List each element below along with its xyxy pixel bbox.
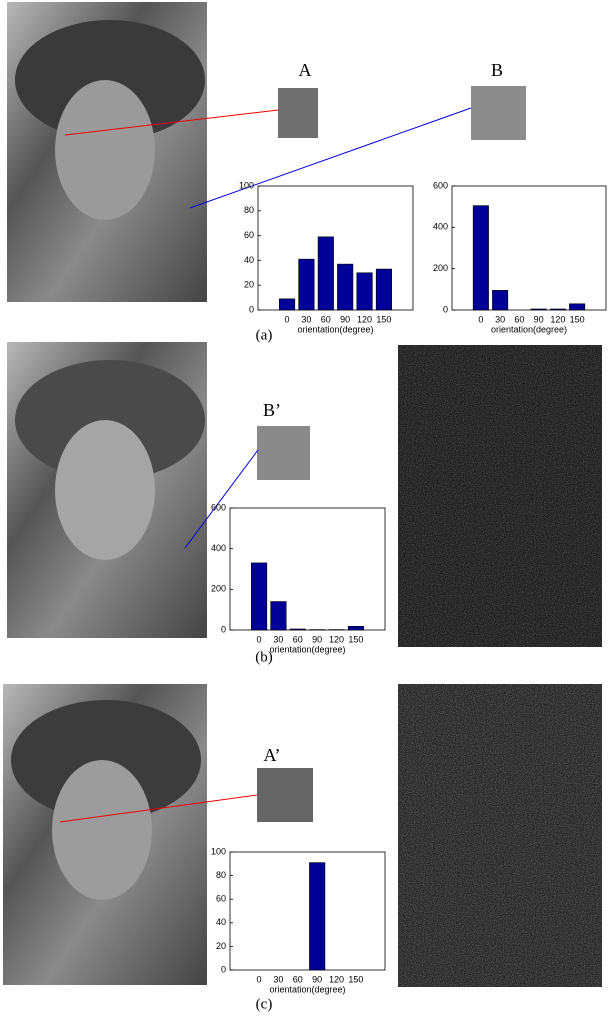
bar <box>290 629 306 630</box>
y-tick-label: 400 <box>433 222 448 232</box>
x-tick-label: 120 <box>357 314 372 324</box>
y-tick-label: 0 <box>221 964 226 974</box>
bar <box>531 309 546 310</box>
y-tick-label: 200 <box>433 263 448 273</box>
photo-a <box>7 2 207 302</box>
x-axis-title: orientation(degree) <box>297 324 373 334</box>
photo-b <box>7 342 207 638</box>
patch-a-prime <box>257 768 313 822</box>
patch-label: A’ <box>264 745 281 765</box>
bar <box>569 304 584 310</box>
y-tick-label: 100 <box>239 180 254 190</box>
y-tick-label: 40 <box>244 255 254 265</box>
caption: (c) <box>256 996 273 1012</box>
x-tick-label: 0 <box>285 314 290 324</box>
bar <box>348 626 364 630</box>
x-tick-label: 90 <box>312 634 322 644</box>
x-tick-label: 90 <box>534 314 544 324</box>
bar <box>299 259 315 310</box>
x-tick-label: 60 <box>293 634 303 644</box>
bar <box>309 863 325 970</box>
bar <box>251 563 267 630</box>
y-tick-label: 80 <box>244 205 254 215</box>
bar <box>271 602 287 630</box>
y-tick-label: 40 <box>216 917 226 927</box>
x-tick-label: 150 <box>348 634 363 644</box>
patch-label: A <box>299 60 312 80</box>
x-tick-label: 150 <box>570 314 585 324</box>
patch-b-prime <box>257 426 310 480</box>
y-tick-label: 80 <box>216 870 226 880</box>
x-axis-title: orientation(degree) <box>491 324 567 334</box>
x-tick-label: 120 <box>550 314 565 324</box>
photo-c <box>3 684 207 985</box>
x-tick-label: 30 <box>301 314 311 324</box>
y-tick-label: 600 <box>433 180 448 190</box>
x-tick-label: 120 <box>329 634 344 644</box>
x-axis-title: orientation(degree) <box>269 984 345 994</box>
bar <box>337 264 353 310</box>
x-tick-label: 0 <box>478 314 483 324</box>
x-tick-label: 30 <box>273 974 283 984</box>
x-tick-label: 30 <box>273 634 283 644</box>
y-tick-label: 60 <box>216 894 226 904</box>
x-tick-label: 60 <box>293 974 303 984</box>
bar <box>318 237 334 310</box>
y-tick-label: 0 <box>443 304 448 314</box>
y-tick-label: 20 <box>244 280 254 290</box>
y-tick-label: 200 <box>211 584 226 594</box>
bar <box>550 309 565 310</box>
x-tick-label: 150 <box>348 974 363 984</box>
y-tick-label: 0 <box>249 304 254 314</box>
x-tick-label: 0 <box>257 634 262 644</box>
y-tick-label: 400 <box>211 543 226 553</box>
y-tick-label: 0 <box>221 624 226 634</box>
y-tick-label: 100 <box>211 846 226 856</box>
patch-a <box>278 88 318 138</box>
bar <box>376 269 392 310</box>
pointer-line <box>190 108 471 208</box>
x-axis-title: orientation(degree) <box>269 644 345 654</box>
x-tick-label: 90 <box>312 974 322 984</box>
x-tick-label: 30 <box>495 314 505 324</box>
x-tick-label: 120 <box>329 974 344 984</box>
noise-image-c <box>398 684 602 987</box>
bar <box>473 206 488 310</box>
axes-frame <box>230 852 385 970</box>
y-tick-label: 60 <box>244 230 254 240</box>
bar <box>357 273 373 310</box>
x-tick-label: 60 <box>321 314 331 324</box>
patch-b <box>471 86 526 140</box>
noise-image-b <box>398 345 602 647</box>
x-tick-label: 90 <box>340 314 350 324</box>
figure: A B (a) B’ (b) A’ (c) 020406080100030609… <box>0 0 608 1027</box>
bar <box>279 299 295 310</box>
y-tick-label: 20 <box>216 941 226 951</box>
caption: (a) <box>256 327 273 343</box>
x-tick-label: 0 <box>257 974 262 984</box>
bar <box>492 290 507 310</box>
x-tick-label: 60 <box>514 314 524 324</box>
patch-label: B’ <box>263 400 281 420</box>
patch-label: B <box>491 60 503 80</box>
y-tick-label: 600 <box>211 502 226 512</box>
x-tick-label: 150 <box>376 314 391 324</box>
